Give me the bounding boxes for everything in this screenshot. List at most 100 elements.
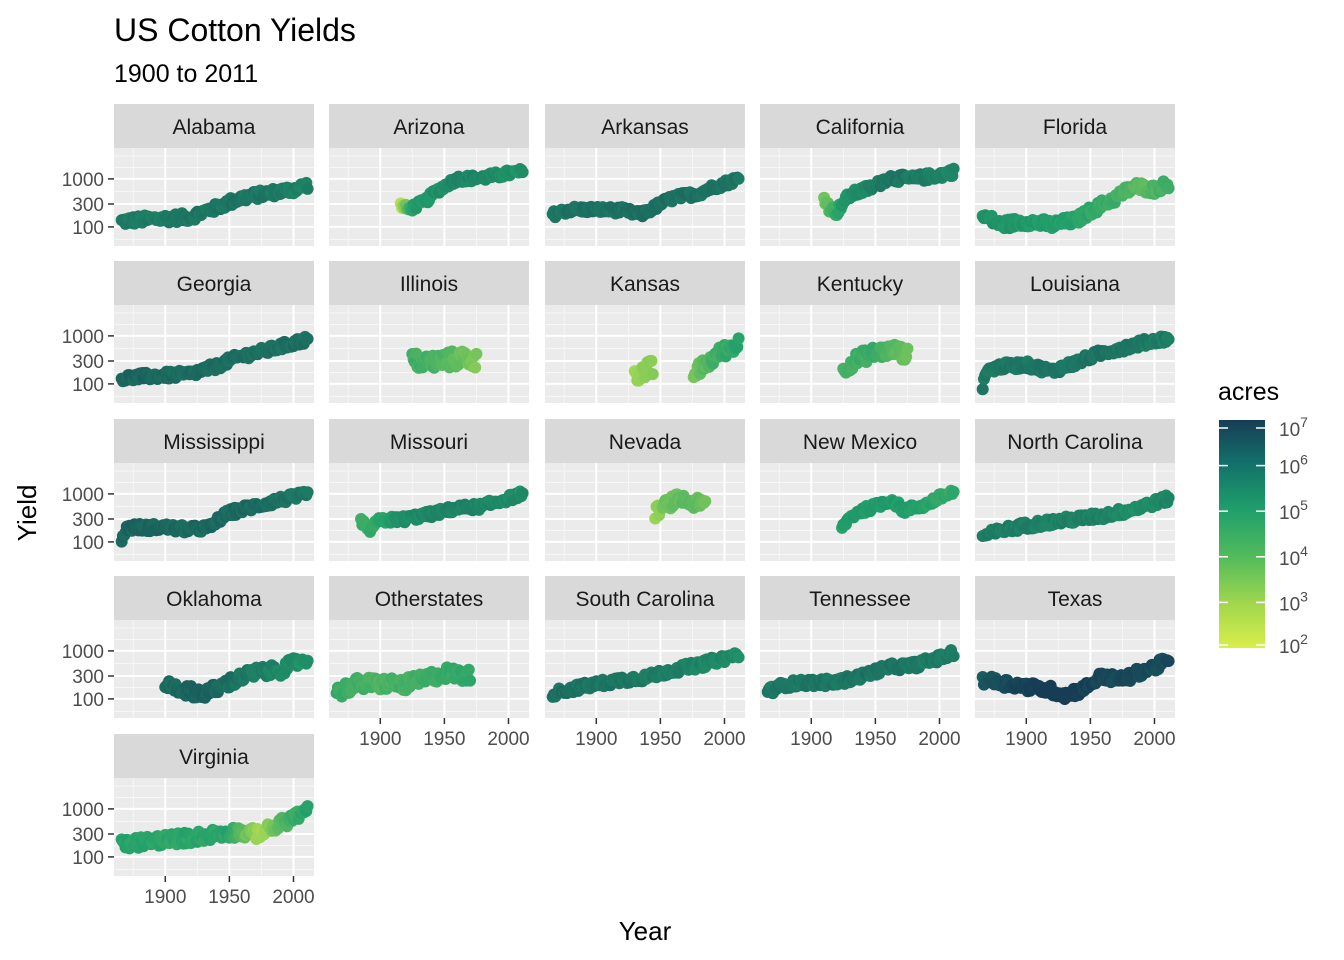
x-axis-title: Year	[619, 916, 672, 946]
y-tick-label: 1000	[62, 327, 104, 348]
facet-label: Texas	[1048, 588, 1103, 611]
y-tick-label: 300	[72, 667, 104, 688]
y-tick-label: 100	[72, 848, 104, 869]
data-points	[837, 338, 914, 379]
facet-strip	[975, 261, 1175, 305]
facet-label: Kentucky	[817, 273, 904, 296]
facet-panel: Otherstates 1900 1950 2000	[329, 576, 530, 750]
data-points	[546, 171, 745, 224]
facet-strip	[329, 419, 529, 463]
legend-tick-label: 106	[1279, 452, 1308, 479]
data-point	[469, 361, 482, 374]
data-points	[330, 661, 477, 703]
facet-strip	[760, 104, 960, 148]
data-points	[546, 647, 745, 703]
facet-label: Missouri	[390, 431, 468, 454]
facet-label: Arkansas	[601, 116, 689, 139]
facet-panel: North Carolina	[975, 419, 1175, 561]
facet-strip	[114, 261, 314, 305]
data-points	[406, 345, 483, 374]
data-point	[947, 162, 960, 175]
facet-label: South Carolina	[576, 588, 715, 611]
x-tick-label: 1900	[1005, 729, 1047, 750]
facet-panel: Arizona	[329, 104, 529, 246]
data-point	[1162, 491, 1175, 504]
chart-subtitle: 1900 to 2011	[114, 60, 258, 88]
legend-colorbar	[1219, 420, 1265, 648]
facet-panel: Texas 1900 1950 2000	[975, 576, 1176, 750]
data-point	[1162, 655, 1175, 668]
data-points	[115, 485, 314, 548]
facet-label: California	[816, 116, 905, 139]
facet-strip	[760, 419, 960, 463]
facet-panel: New Mexico	[760, 419, 960, 561]
x-tick-label: 1900	[144, 887, 186, 908]
y-tick-label: 100	[72, 690, 104, 711]
y-tick-label: 100	[72, 218, 104, 239]
x-tick-label: 1900	[790, 729, 832, 750]
data-point	[645, 354, 658, 367]
x-tick-label: 1900	[359, 729, 401, 750]
legend-tick-label: 103	[1279, 588, 1308, 615]
data-point	[301, 654, 314, 667]
x-tick-label: 1900	[575, 729, 617, 750]
y-tick-label: 100	[72, 533, 104, 554]
panel-background	[975, 305, 1175, 403]
data-point	[301, 182, 314, 195]
legend-tick-label: 104	[1279, 543, 1308, 570]
data-point	[516, 487, 529, 500]
facet-label: Georgia	[177, 273, 252, 296]
legend-ticks: 107 106 105 104 103 102	[1219, 414, 1308, 658]
x-tick-label: 2000	[1133, 729, 1175, 750]
facet-strip	[545, 419, 745, 463]
facet-panel: South Carolina 1900 1950 2000	[545, 576, 746, 750]
facet-strip	[760, 576, 960, 620]
facet-panel: Kansas	[545, 261, 745, 403]
data-points	[394, 163, 529, 217]
facet-strip	[975, 104, 1175, 148]
facet-label: North Carolina	[1007, 431, 1143, 454]
data-points	[115, 330, 314, 388]
facet-panel: California	[760, 104, 960, 246]
facet-strip	[329, 104, 529, 148]
facet-label: New Mexico	[803, 431, 917, 454]
data-point	[301, 486, 314, 499]
data-point	[301, 800, 314, 813]
data-point	[699, 495, 712, 508]
data-point	[1162, 333, 1175, 346]
data-point	[516, 166, 529, 179]
facet-strip	[329, 261, 529, 305]
chart-title: US Cotton Yields	[114, 12, 356, 48]
legend-tick-label: 102	[1279, 631, 1308, 658]
facet-label: Florida	[1043, 116, 1108, 139]
facet-label: Mississippi	[163, 431, 265, 454]
data-point	[462, 663, 475, 676]
y-tick-label: 300	[72, 825, 104, 846]
legend-tick-label: 107	[1279, 414, 1308, 441]
facet-label: Louisiana	[1030, 273, 1120, 296]
x-tick-label: 1950	[208, 887, 250, 908]
facet-label: Otherstates	[375, 588, 484, 611]
facet-label: Virginia	[179, 746, 249, 769]
facet-label: Arizona	[393, 116, 465, 139]
x-tick-label: 2000	[272, 887, 314, 908]
y-tick-label: 1000	[62, 485, 104, 506]
x-tick-label: 2000	[487, 729, 529, 750]
facet-panel: Kentucky	[760, 261, 960, 403]
facet-strip	[975, 419, 1175, 463]
data-points	[761, 644, 960, 700]
facet-strip	[760, 261, 960, 305]
data-point	[732, 651, 745, 664]
facet-strip	[329, 576, 529, 620]
data-points	[355, 485, 529, 538]
data-point	[947, 650, 960, 663]
x-tick-label: 2000	[918, 729, 960, 750]
data-point	[1162, 182, 1175, 195]
data-points	[159, 652, 314, 704]
data-points	[976, 330, 1175, 396]
